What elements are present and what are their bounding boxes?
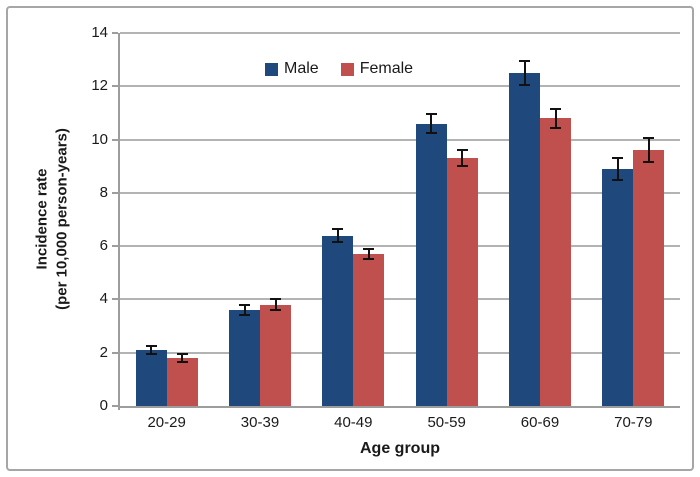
error-bar-cap: [270, 309, 281, 312]
bar-female-20-29: [166, 358, 198, 406]
error-bar-cap: [363, 247, 375, 250]
legend-item-female: Female: [340, 60, 414, 78]
x-tick-label: 60-69: [520, 414, 560, 431]
bar-male-40-49: [322, 235, 354, 406]
gridline: [120, 85, 680, 88]
bar-male-60-69: [509, 72, 540, 406]
chart-figure: Incidence rate (per 10,000 person-years)…: [6, 6, 694, 471]
y-axis-tickmark: [112, 191, 118, 194]
y-axis-title-line1: Incidence rate: [33, 168, 51, 270]
y-axis-line: [118, 33, 120, 410]
error-bar-cap: [519, 59, 530, 62]
y-tick-label: 6: [99, 237, 108, 255]
y-axis-tickmark: [112, 32, 118, 34]
error-bar-female-70-79: [647, 138, 650, 163]
error-bar-cap: [456, 165, 468, 168]
error-bar-cap: [145, 353, 157, 356]
y-tick-label: 12: [91, 77, 108, 95]
x-tick-label: 40-49: [334, 414, 373, 431]
y-tick-label: 4: [99, 290, 108, 308]
x-axis-line: [118, 406, 680, 408]
error-bar-cap: [643, 161, 655, 164]
error-bar-male-30-39: [243, 304, 246, 316]
error-bar-male-50-59: [430, 114, 433, 133]
error-bar-cap: [363, 258, 375, 261]
x-tick-label: 30-39: [240, 414, 280, 431]
legend-label: Female: [359, 60, 414, 77]
error-bar-cap: [550, 107, 561, 110]
gridline: [120, 138, 680, 141]
error-bar-cap: [456, 149, 468, 152]
y-tick-label: 8: [99, 183, 108, 201]
y-tick-label: 0: [99, 397, 108, 414]
y-axis-tickmark: [112, 85, 118, 88]
error-bar-male-60-69: [523, 60, 526, 85]
error-bar-cap: [425, 113, 437, 116]
gridline: [120, 191, 680, 194]
error-bar-cap: [519, 83, 530, 86]
bar-female-40-49: [353, 254, 385, 406]
bar-female-70-79: [633, 150, 665, 406]
error-bar-cap: [145, 345, 157, 348]
y-axis-tickmark: [112, 351, 118, 354]
bar-female-50-59: [446, 158, 478, 406]
error-bar-cap: [270, 298, 281, 301]
gridline: [120, 351, 680, 354]
error-bar-cap: [332, 241, 344, 244]
plot-area: Male Female: [112, 32, 680, 410]
error-bar-cap: [332, 227, 344, 230]
legend-swatch-icon: [340, 62, 354, 76]
y-axis-tickmark: [112, 298, 118, 301]
bar-male-30-39: [229, 310, 260, 406]
legend-label: Male: [284, 60, 319, 77]
gridline: [120, 32, 680, 34]
error-bar-female-20-29: [181, 354, 184, 363]
bar-male-70-79: [602, 168, 634, 406]
x-axis-title: Age group: [360, 440, 440, 457]
legend-swatch-icon: [265, 62, 278, 76]
bar-male-20-29: [135, 350, 167, 406]
y-axis-tickmark: [112, 138, 118, 141]
legend-item-male: Male: [265, 60, 319, 78]
legend: Male Female: [265, 60, 413, 78]
error-bar-male-70-79: [616, 158, 619, 180]
bar-female-30-39: [260, 304, 291, 406]
bar-female-60-69: [540, 118, 571, 406]
bar-male-50-59: [415, 123, 447, 406]
error-bar-cap: [176, 361, 188, 364]
error-bar-cap: [176, 353, 188, 356]
x-tick-label: 50-59: [427, 414, 466, 431]
y-tick-label: 14: [91, 24, 108, 41]
gridline: [120, 298, 680, 301]
x-tick-label: 70-79: [614, 414, 653, 431]
x-tick-label: 20-29: [147, 414, 186, 431]
error-bar-male-40-49: [336, 228, 339, 243]
error-bar-cap: [239, 303, 250, 306]
error-bar-female-30-39: [274, 299, 277, 311]
y-axis-tickmark: [112, 245, 118, 248]
error-bar-cap: [239, 314, 250, 317]
gridline: [120, 245, 680, 248]
y-tick-label: 2: [99, 343, 108, 361]
error-bar-cap: [550, 126, 561, 129]
y-axis-tickmark: [112, 405, 118, 407]
error-bar-male-20-29: [150, 346, 153, 355]
y-tick-label: 10: [91, 130, 108, 148]
error-bar-cap: [612, 178, 624, 181]
error-bar-female-50-59: [461, 150, 464, 167]
error-bar-cap: [643, 137, 655, 140]
error-bar-cap: [612, 157, 624, 160]
error-bar-female-40-49: [367, 248, 370, 260]
error-bar-cap: [425, 131, 437, 134]
error-bar-female-60-69: [554, 108, 557, 128]
